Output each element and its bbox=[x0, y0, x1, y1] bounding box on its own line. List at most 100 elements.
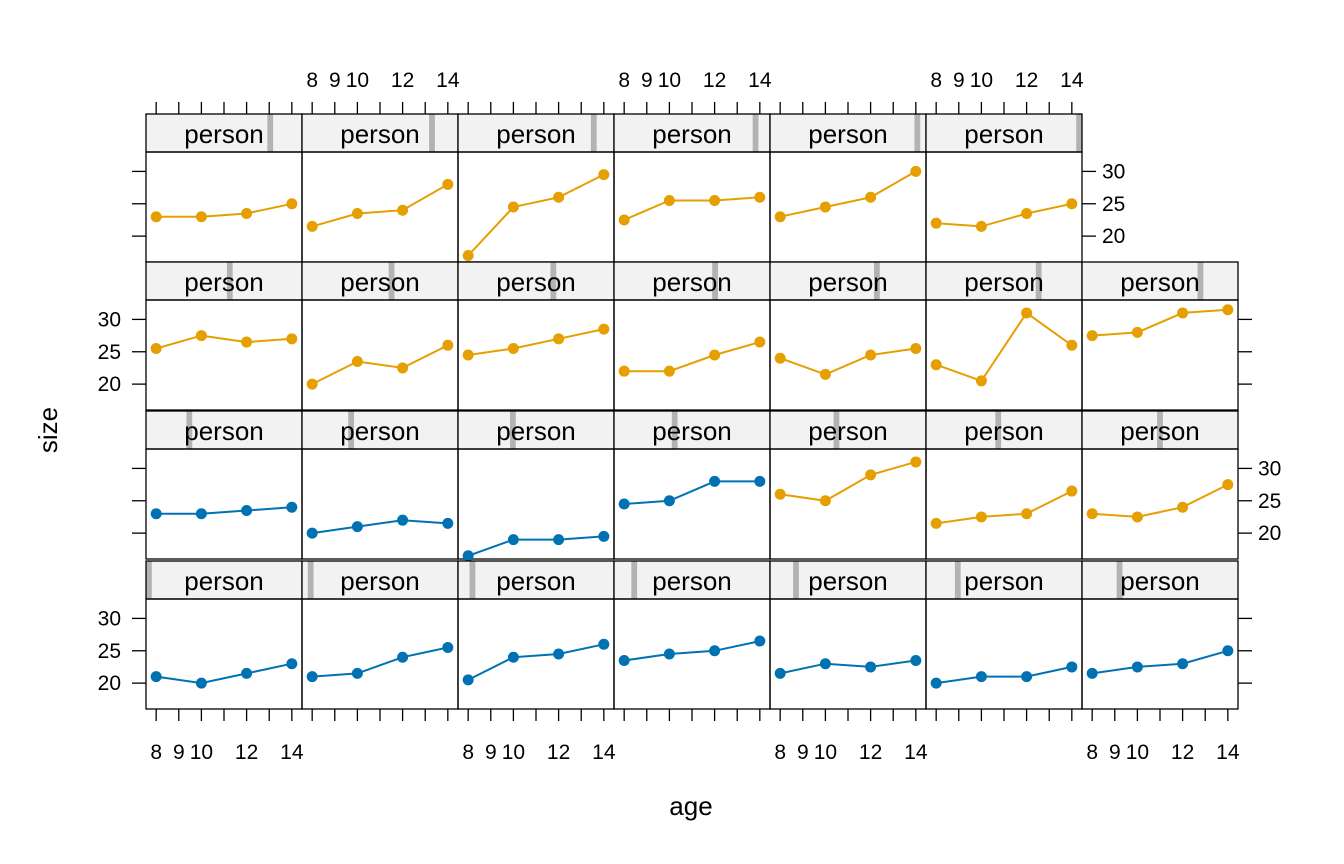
panel: person bbox=[769, 113, 927, 263]
series-line bbox=[467, 535, 604, 557]
panel: person bbox=[1081, 261, 1239, 411]
strip-background bbox=[146, 411, 302, 449]
y-tick-label: 20 bbox=[98, 672, 121, 695]
data-point bbox=[507, 534, 519, 546]
series-line bbox=[935, 311, 1073, 383]
data-point bbox=[618, 214, 630, 226]
data-point bbox=[286, 658, 298, 670]
data-point bbox=[286, 198, 298, 210]
data-point bbox=[910, 343, 922, 355]
x-axis-bottom bbox=[311, 709, 449, 721]
strip-level-indicator bbox=[348, 411, 354, 449]
y-axis-title: size bbox=[33, 407, 63, 453]
strip-background bbox=[302, 411, 458, 449]
strip-label: person bbox=[340, 267, 420, 297]
strip-label: person bbox=[496, 566, 576, 596]
y-tick-label: 30 bbox=[98, 308, 121, 331]
data-point bbox=[306, 527, 318, 539]
data-point bbox=[553, 648, 565, 660]
panel: person bbox=[301, 410, 459, 560]
data-point bbox=[1177, 501, 1189, 513]
panel: person bbox=[613, 113, 771, 263]
data-point bbox=[462, 550, 474, 562]
panel: person bbox=[613, 560, 771, 710]
data-point bbox=[1066, 339, 1078, 351]
series-line bbox=[156, 202, 293, 218]
data-point bbox=[462, 250, 474, 262]
x-tick-label: 9 bbox=[173, 741, 185, 764]
x-tick-label: 8 bbox=[774, 741, 786, 764]
data-point bbox=[507, 201, 519, 213]
data-point bbox=[1086, 508, 1098, 520]
data-point bbox=[442, 339, 454, 351]
series-line bbox=[780, 460, 917, 502]
data-point bbox=[975, 220, 987, 232]
panel-border bbox=[769, 151, 927, 263]
strip-level-indicator bbox=[469, 561, 476, 599]
x-tick-label: 12 bbox=[235, 741, 258, 764]
strip-level-indicator bbox=[914, 114, 921, 152]
series-line bbox=[467, 643, 605, 681]
y-tick-label: 25 bbox=[98, 341, 121, 364]
panel-border bbox=[145, 299, 303, 411]
x-tick-label: 8 bbox=[462, 741, 474, 764]
data-point bbox=[1066, 485, 1078, 497]
strip-label: person bbox=[808, 267, 888, 297]
strip-label: person bbox=[652, 566, 732, 596]
data-point bbox=[819, 658, 831, 670]
x-axis-top bbox=[155, 102, 293, 114]
y-tick-label: 20 bbox=[1258, 522, 1281, 545]
panel: person bbox=[301, 560, 459, 710]
data-point bbox=[975, 671, 987, 683]
data-point bbox=[1222, 645, 1234, 657]
data-point bbox=[774, 667, 786, 679]
panel: person bbox=[457, 560, 615, 710]
y-axis-left bbox=[132, 170, 146, 237]
data-point bbox=[663, 365, 675, 377]
series-line bbox=[623, 196, 760, 221]
strip-label: person bbox=[964, 566, 1044, 596]
data-point bbox=[618, 498, 630, 510]
strip-level-indicator bbox=[226, 262, 233, 300]
x-tick-label: 9 bbox=[1109, 741, 1121, 764]
data-point bbox=[774, 211, 786, 223]
series-line bbox=[1092, 483, 1229, 518]
data-point bbox=[1086, 667, 1098, 679]
strip-background bbox=[614, 561, 770, 599]
strip-background bbox=[926, 561, 1082, 599]
panel-border bbox=[301, 299, 459, 411]
strip-level-indicator bbox=[1116, 561, 1123, 599]
data-point bbox=[195, 677, 207, 689]
x-tick-label: 10 bbox=[190, 741, 213, 764]
panel-border bbox=[457, 598, 615, 710]
strip-label: person bbox=[496, 119, 576, 149]
strip-level-indicator bbox=[307, 561, 314, 599]
data-point bbox=[1021, 671, 1033, 683]
series-line bbox=[624, 480, 760, 505]
strip-level-indicator bbox=[429, 114, 435, 152]
panel: person bbox=[769, 560, 927, 710]
x-tick-label: 12 bbox=[703, 69, 726, 92]
data-point bbox=[663, 195, 675, 207]
x-axis-bottom: 8 9 10 12 14 bbox=[462, 709, 616, 764]
panel: person bbox=[925, 113, 1083, 263]
strip-level-indicator bbox=[995, 411, 1002, 449]
strip-level-indicator bbox=[1076, 114, 1082, 152]
data-point bbox=[774, 352, 786, 364]
series-line bbox=[468, 328, 605, 356]
data-point bbox=[930, 677, 942, 689]
y-axis-left: 20 25 30 bbox=[98, 607, 146, 695]
strip-background bbox=[614, 262, 770, 300]
data-point bbox=[351, 207, 363, 219]
x-tick-label: 10 bbox=[814, 741, 837, 764]
data-point bbox=[1086, 330, 1098, 342]
x-tick-label: 8 bbox=[930, 69, 942, 92]
strip-background bbox=[458, 114, 614, 152]
strip-background bbox=[302, 561, 458, 599]
data-point bbox=[709, 349, 721, 361]
panel: person bbox=[145, 560, 303, 710]
data-point bbox=[462, 674, 474, 686]
series-line bbox=[311, 344, 449, 385]
data-point bbox=[865, 349, 877, 361]
